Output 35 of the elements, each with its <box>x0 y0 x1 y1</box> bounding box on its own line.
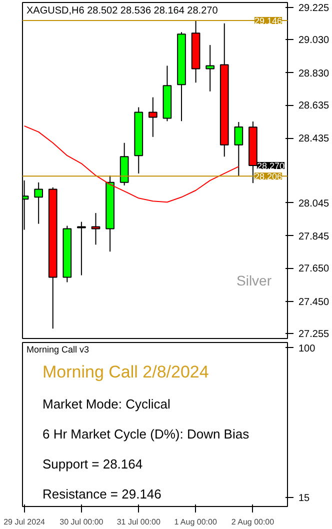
y-tick-label: 29.030 <box>298 35 330 46</box>
annotation: Support = 28.164 <box>42 456 143 472</box>
y-tick-label: 29.225 <box>298 2 330 14</box>
annotation: Resistance = 29.146 <box>42 486 162 502</box>
ref-line-label: 29.146 <box>254 16 282 26</box>
candlestick <box>91 212 100 246</box>
y-tick-label: 15 <box>298 493 310 504</box>
y-tick-label: 28.830 <box>298 68 330 80</box>
y-tick-label: 27.450 <box>298 296 330 308</box>
annotation: 28.270 <box>256 161 284 172</box>
y-tick-label: 28.635 <box>298 100 330 112</box>
y-tick-label: 27.845 <box>298 231 330 242</box>
chart-title: Morning Call v3 <box>26 344 90 354</box>
ref-line-label: 28.206 <box>254 172 282 182</box>
x-tick-label: 1 Aug 00:00 <box>174 518 218 526</box>
x-tick-label: 30 Jul 00:00 <box>60 518 104 526</box>
annotation: Market Mode: Cyclical <box>42 396 170 412</box>
x-tick-label: 2 Aug 00:00 <box>231 518 275 526</box>
y-tick-label: 28.435 <box>298 134 330 145</box>
candlestick <box>34 182 44 224</box>
y-tick-label: 100 <box>298 343 316 354</box>
candlestick <box>206 44 215 92</box>
annotation: Silver <box>236 272 272 288</box>
x-tick-label: 29 Jul 2024 <box>4 518 46 526</box>
chart-title: XAGUSD,H6 28.502 28.536 28.164 28.270 <box>26 6 218 16</box>
candlestick <box>77 221 86 276</box>
y-tick-label: 27.255 <box>298 329 330 340</box>
y-tick-label: 27.650 <box>298 264 330 275</box>
annotation: 6 Hr Market Cycle (D%): Down Bias <box>42 426 250 442</box>
line-series <box>24 125 240 203</box>
candlestick <box>234 122 244 177</box>
y-tick-label: 28.045 <box>298 198 330 210</box>
text: Morning Call 2/8/2024 <box>42 362 209 382</box>
candlestick <box>148 96 158 138</box>
x-tick-label: 31 Jul 00:00 <box>116 518 161 526</box>
